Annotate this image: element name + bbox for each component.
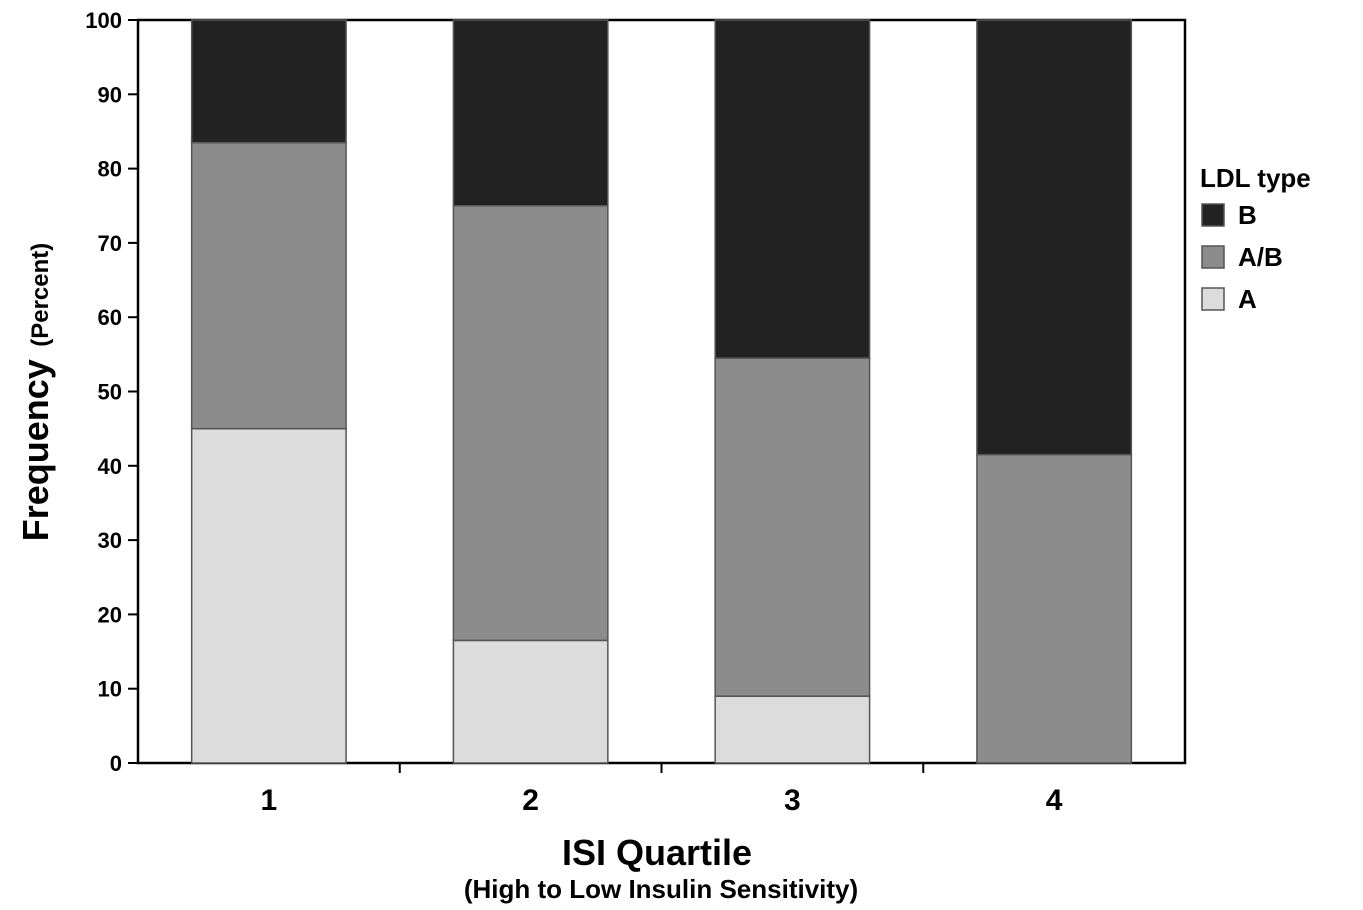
bar-segment-A-q2 <box>452 639 609 764</box>
y-tick-label: 10 <box>98 677 122 702</box>
legend-swatch-AB <box>1201 245 1225 269</box>
bar-segment-AB-q2 <box>452 205 609 642</box>
y-tick-label: 70 <box>98 231 122 256</box>
y-tick-label: 80 <box>98 157 122 182</box>
y-axis-title-sub: (Percent) <box>27 243 54 347</box>
legend: LDL type B A/B A <box>1200 163 1311 314</box>
y-tick-label: 100 <box>85 8 122 33</box>
legend-label-B: B <box>1238 200 1257 230</box>
bar-segment-B-q4 <box>976 19 1133 456</box>
legend-label-A: A <box>1238 284 1257 314</box>
y-axis-title-main: Frequency <box>15 359 56 541</box>
legend-swatch-A <box>1201 287 1225 311</box>
x-axis-subtitle: (High to Low Insulin Sensitivity) <box>464 874 858 904</box>
x-axis: 1 2 3 4 <box>261 763 1063 817</box>
bar-segment-AB-q4 <box>976 453 1133 764</box>
y-tick-label: 0 <box>110 751 122 776</box>
x-tick-label: 1 <box>261 784 278 817</box>
y-tick-label: 90 <box>98 82 122 107</box>
bar-segment-B-q3 <box>714 19 871 359</box>
y-tick-label: 40 <box>98 454 122 479</box>
legend-label-AB: A/B <box>1238 242 1283 272</box>
x-tick-label: 4 <box>1046 784 1063 817</box>
bar-segment-A-q3 <box>714 695 871 764</box>
y-tick-label: 50 <box>98 380 122 405</box>
y-axis-title: Frequency (Percent) <box>15 243 56 542</box>
y-tick-label: 30 <box>98 528 122 553</box>
x-tick-label: 2 <box>522 784 539 817</box>
y-axis: 0 10 20 30 40 50 60 70 80 90 100 <box>85 8 138 776</box>
legend-title: LDL type <box>1200 163 1311 193</box>
x-tick-label: 3 <box>784 784 801 817</box>
y-tick-label: 20 <box>98 602 122 627</box>
bar-segment-AB-q1 <box>190 141 347 430</box>
legend-swatch-B <box>1201 203 1225 227</box>
y-tick-label: 60 <box>98 305 122 330</box>
bar-segment-B-q1 <box>190 19 347 144</box>
bar-segment-AB-q3 <box>714 357 871 697</box>
bars-group <box>190 19 1133 764</box>
x-axis-title: ISI Quartile <box>562 832 752 873</box>
bar-segment-B-q2 <box>452 19 609 207</box>
bar-segment-A-q1 <box>190 427 347 764</box>
